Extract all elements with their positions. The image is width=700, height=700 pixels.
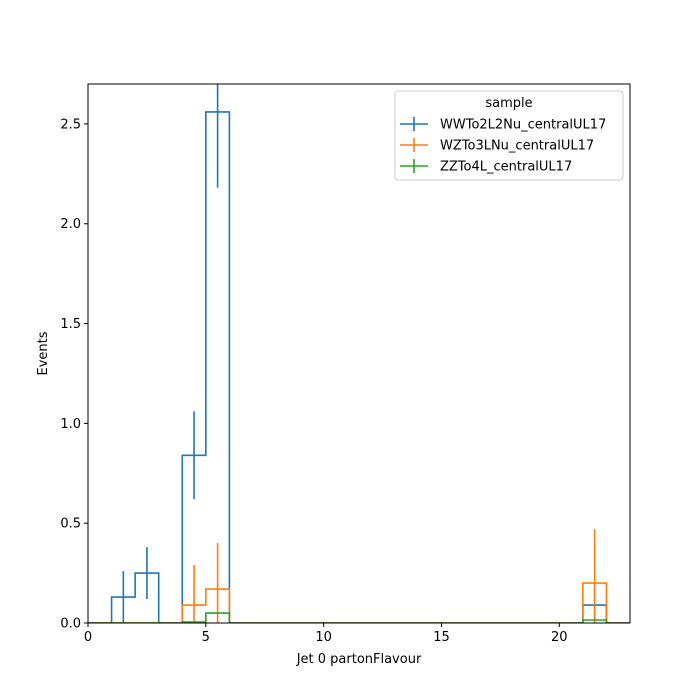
plot-series (88, 84, 630, 623)
series-step-line (88, 111, 630, 623)
y-tick-label: 1.0 (60, 417, 81, 432)
x-axis-label: Jet 0 partonFlavour (296, 652, 422, 667)
series-1 (88, 529, 630, 623)
legend-box (394, 90, 624, 181)
legend-item: WWTo2L2Nu_centralUL17 (400, 117, 606, 133)
legend: sample WWTo2L2Nu_centralUL17 WZTo3LNu_cen… (394, 90, 624, 181)
legend-item: ZZTo4L_centralUL17 (400, 159, 572, 175)
series-step-line (88, 582, 630, 623)
x-tick-label: 10 (315, 630, 332, 645)
legend-label: ZZTo4L_centralUL17 (440, 160, 572, 175)
x-tick-label: 5 (202, 630, 210, 645)
legend-label: WWTo2L2Nu_centralUL17 (440, 118, 606, 133)
x-axis: 0 5 10 15 20 (84, 623, 568, 645)
y-tick-label: 2.5 (60, 117, 81, 132)
x-tick-label: 0 (84, 630, 92, 645)
legend-label: WZTo3LNu_centralUL17 (440, 139, 594, 154)
y-tick-label: 0.0 (60, 617, 81, 632)
series-2 (88, 612, 630, 623)
y-tick-label: 0.5 (60, 517, 81, 532)
legend-items: WWTo2L2Nu_centralUL17 WZTo3LNu_centralUL1… (400, 117, 606, 175)
x-tick-label: 15 (433, 630, 450, 645)
y-tick-label: 2.0 (60, 217, 81, 232)
plot-frame (87, 83, 631, 624)
y-axis-label: Events (36, 331, 51, 375)
series-step-line (88, 612, 630, 623)
y-tick-label: 1.5 (60, 317, 81, 332)
y-axis: 0.0 0.5 1.0 1.5 2.0 2.5 (60, 117, 88, 632)
x-tick-label: 20 (551, 630, 568, 645)
legend-item: WZTo3LNu_centralUL17 (400, 138, 594, 154)
legend-title: sample (485, 96, 532, 111)
